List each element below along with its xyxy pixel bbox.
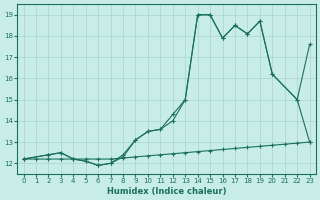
X-axis label: Humidex (Indice chaleur): Humidex (Indice chaleur) [107,187,226,196]
